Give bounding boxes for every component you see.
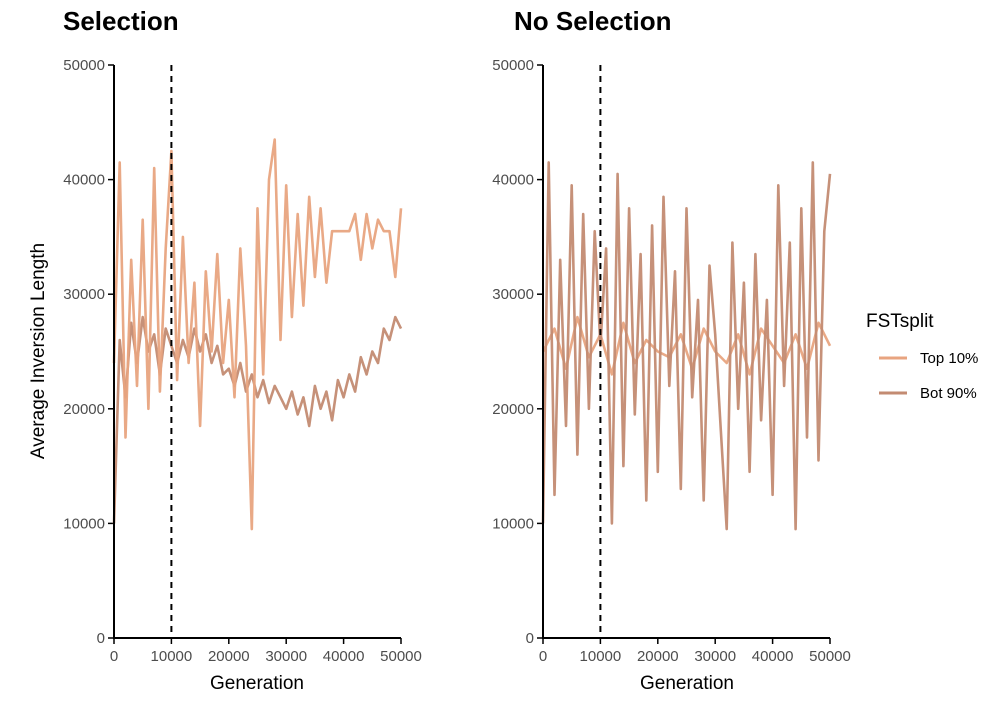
legend-title: FSTsplit [866, 311, 934, 332]
x-tick-label: 40000 [752, 648, 794, 665]
legend-label-top-10: Top 10% [920, 350, 978, 367]
legend: FSTsplit Top 10% Bot 90% [866, 311, 978, 402]
series-line-bot-90 [112, 315, 403, 524]
x-tick-label: 50000 [809, 648, 851, 665]
x-axis-title-no-selection: Generation [640, 673, 734, 694]
series-line-bot-90 [541, 161, 832, 531]
y-tick-label: 30000 [492, 286, 534, 303]
panel-no-selection: No Selection Generation 0 10000 20000 30000… [492, 6, 851, 694]
y-tick-label: 40000 [492, 172, 534, 189]
y-tick-label: 10000 [63, 515, 105, 532]
panel-title-no-selection: No Selection [514, 6, 671, 36]
y-tick-label: 20000 [63, 401, 105, 418]
y-axis-title: Average Inversion Length [28, 243, 49, 459]
x-tick-label: 50000 [380, 648, 422, 665]
x-axis-title-selection: Generation [210, 673, 304, 694]
series-line-top-10 [112, 138, 403, 531]
y-tick-label: 0 [97, 630, 105, 647]
x-tick-label: 0 [539, 648, 547, 665]
x-tick-label: 10000 [151, 648, 193, 665]
x-tick-label: 0 [110, 648, 118, 665]
y-tick-label: 10000 [492, 515, 534, 532]
y-tick-label: 50000 [63, 57, 105, 74]
panel-selection: Selection Generation Average Inversion L… [28, 6, 422, 694]
legend-label-bot-90: Bot 90% [920, 385, 977, 402]
axes-selection [113, 65, 401, 639]
series-lines-selection [112, 138, 403, 531]
x-tick-label: 30000 [694, 648, 736, 665]
panel-title-selection: Selection [63, 6, 179, 36]
ticks-no-selection: 0 10000 20000 30000 40000 50000 0 10000 20000 300… [492, 57, 851, 665]
series-lines-no-selection [541, 161, 832, 531]
ticks-selection: 0 10000 20000 30000 40000 50000 0 10000 20000 300… [63, 57, 422, 665]
x-tick-label: 20000 [637, 648, 679, 665]
y-tick-label: 40000 [63, 172, 105, 189]
y-tick-label: 50000 [492, 57, 534, 74]
y-tick-label: 30000 [63, 286, 105, 303]
x-tick-label: 10000 [580, 648, 622, 665]
axes-no-selection [542, 65, 830, 639]
x-tick-label: 20000 [208, 648, 250, 665]
x-tick-label: 40000 [323, 648, 365, 665]
y-tick-label: 0 [526, 630, 534, 647]
x-tick-label: 30000 [265, 648, 307, 665]
y-tick-label: 20000 [492, 401, 534, 418]
